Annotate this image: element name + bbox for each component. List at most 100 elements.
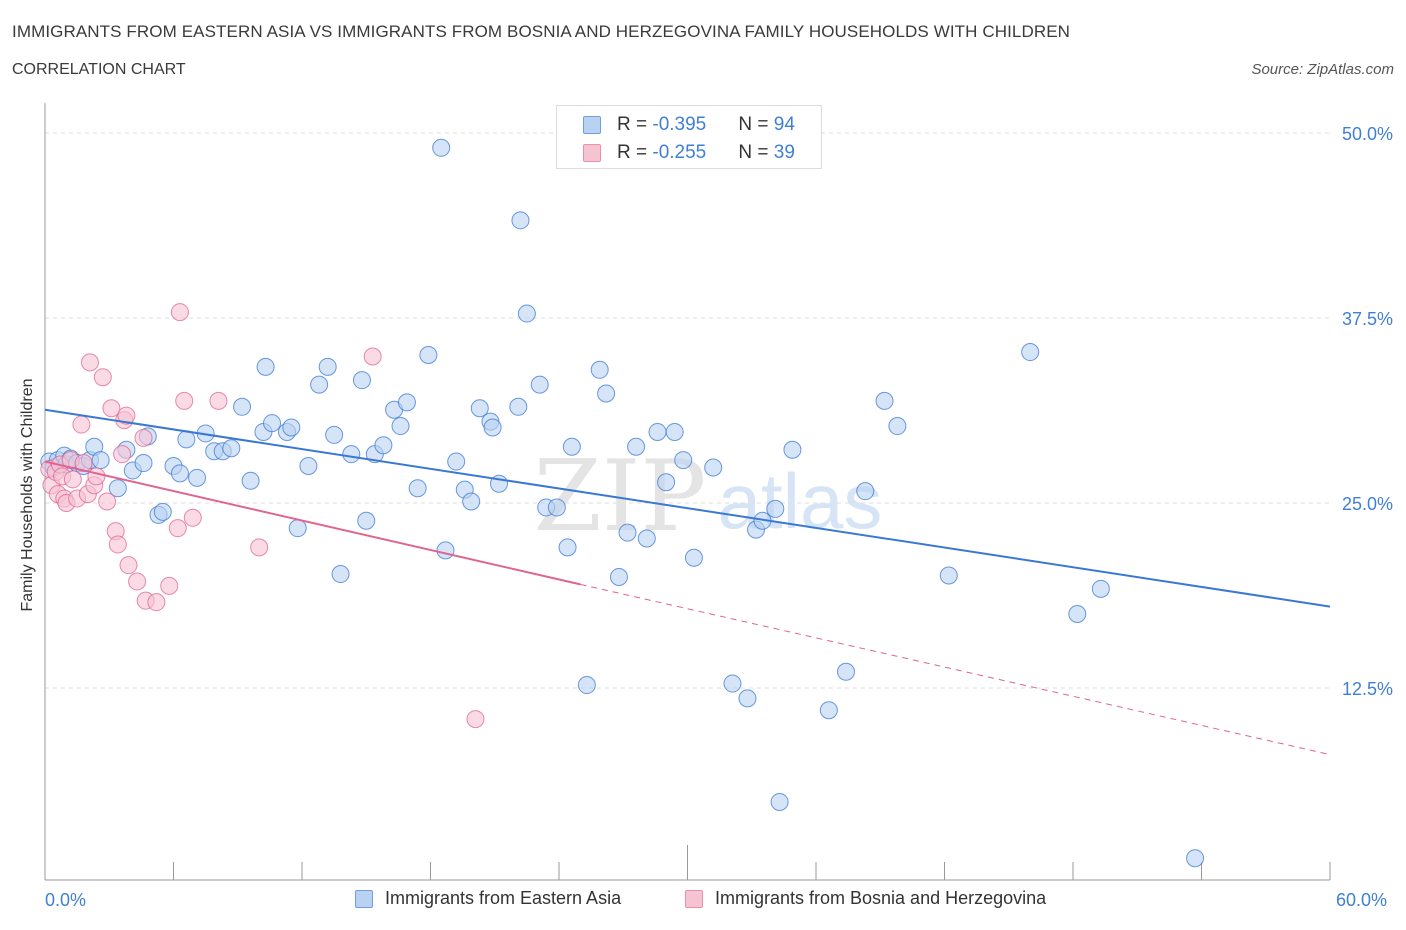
data-point (674, 451, 693, 470)
data-point (87, 467, 106, 486)
data-point (282, 418, 301, 437)
data-point (939, 566, 958, 585)
data-point (170, 464, 189, 483)
series-legend-item-bosnia: Immigrants from Bosnia and Herzegovina (685, 888, 1046, 909)
data-point (263, 414, 282, 433)
data-point (704, 458, 723, 477)
data-point (648, 422, 667, 441)
data-point (170, 303, 189, 322)
chart-title: IMMIGRANTS FROM EASTERN ASIA VS IMMIGRAN… (12, 22, 1071, 41)
legend-r-value: -0.255 (652, 142, 707, 163)
legend-swatch-pink (583, 144, 601, 162)
data-point (98, 492, 117, 511)
data-point (168, 519, 187, 538)
data-point (119, 556, 138, 575)
data-point (684, 548, 703, 567)
legend-n-label: N = (738, 114, 774, 135)
watermark-atlas: atlas (718, 457, 883, 545)
legend-r-label: R = (617, 114, 653, 135)
data-point (93, 368, 112, 387)
data-point (509, 397, 528, 416)
data-point (91, 451, 110, 470)
data-point (63, 470, 82, 489)
data-point (147, 593, 166, 612)
data-point (657, 473, 676, 492)
trend-line-bosnia-extension (580, 583, 1331, 756)
series-legend-label: Immigrants from Eastern Asia (385, 888, 622, 908)
data-point (783, 440, 802, 459)
legend-row-eastern-asia: R = -0.395 N = 94 (583, 113, 795, 137)
data-point (462, 492, 481, 511)
legend-r-value: -0.395 (652, 114, 707, 135)
data-point (153, 502, 172, 521)
data-point (363, 347, 382, 366)
data-point (299, 457, 318, 475)
data-point (177, 430, 196, 449)
data-point (117, 406, 136, 425)
x-tick-label-min: 0.0% (45, 890, 87, 910)
data-point (447, 452, 466, 471)
data-point (432, 138, 451, 157)
data-point (391, 417, 410, 436)
data-point (466, 710, 485, 729)
data-point (250, 538, 269, 557)
y-tick-label: 37.5% (1342, 309, 1393, 329)
data-point (836, 662, 855, 681)
data-point (558, 538, 577, 557)
data-point (102, 399, 121, 418)
data-point (397, 393, 416, 412)
y-tick-labels: 12.5% 25.0% 37.5% 50.0% (1342, 124, 1393, 699)
data-point (577, 676, 596, 695)
series-legend: Immigrants from Eastern Asia Immigrants … (0, 888, 1406, 916)
data-point (875, 391, 894, 410)
data-point (1091, 579, 1110, 598)
data-point (74, 454, 93, 473)
chart-subtitle: CORRELATION CHART (12, 61, 186, 78)
data-point (241, 471, 260, 490)
trend-lines (44, 408, 1331, 756)
data-point (113, 445, 132, 464)
legend-r-label: R = (617, 142, 653, 163)
data-point (128, 572, 147, 591)
data-point (310, 375, 329, 394)
data-point (134, 428, 153, 447)
data-point (318, 357, 337, 376)
data-point (530, 375, 549, 394)
y-tick-label: 50.0% (1342, 124, 1393, 144)
data-point (288, 519, 307, 538)
data-point (80, 353, 99, 372)
y-axis-label: Family Households with Children (19, 378, 36, 612)
data-point (590, 360, 609, 379)
data-point (470, 399, 489, 418)
correlation-legend: R = -0.395 N = 94 R = -0.255 N = 39 (556, 105, 822, 169)
source-label: Source: ZipAtlas.com (1251, 61, 1394, 78)
data-point (562, 437, 581, 456)
data-point (618, 523, 637, 542)
data-point (325, 425, 344, 444)
data-point (331, 565, 350, 584)
legend-n-label: N = (738, 142, 774, 163)
data-point (222, 439, 241, 458)
legend-row-bosnia: R = -0.255 N = 39 (583, 141, 795, 165)
legend-n-value: 94 (773, 114, 795, 135)
data-point (888, 417, 907, 436)
watermark: ZIP atlas (534, 440, 883, 554)
data-point (627, 437, 646, 456)
data-point (108, 535, 127, 554)
data-point (483, 418, 502, 437)
series-swatch-blue (355, 889, 373, 908)
trend-line-eastern-asia (44, 408, 1331, 608)
data-point (342, 445, 361, 464)
data-point (72, 415, 91, 434)
y-tick-label: 25.0% (1342, 494, 1393, 514)
data-points (40, 138, 1205, 868)
data-point (665, 422, 684, 441)
data-point (256, 357, 275, 376)
data-point (511, 211, 530, 230)
data-point (419, 346, 438, 364)
data-point (609, 568, 628, 586)
legend-n-value: 39 (773, 142, 795, 163)
data-point (357, 511, 376, 530)
data-point (770, 792, 789, 811)
data-point (209, 391, 228, 410)
